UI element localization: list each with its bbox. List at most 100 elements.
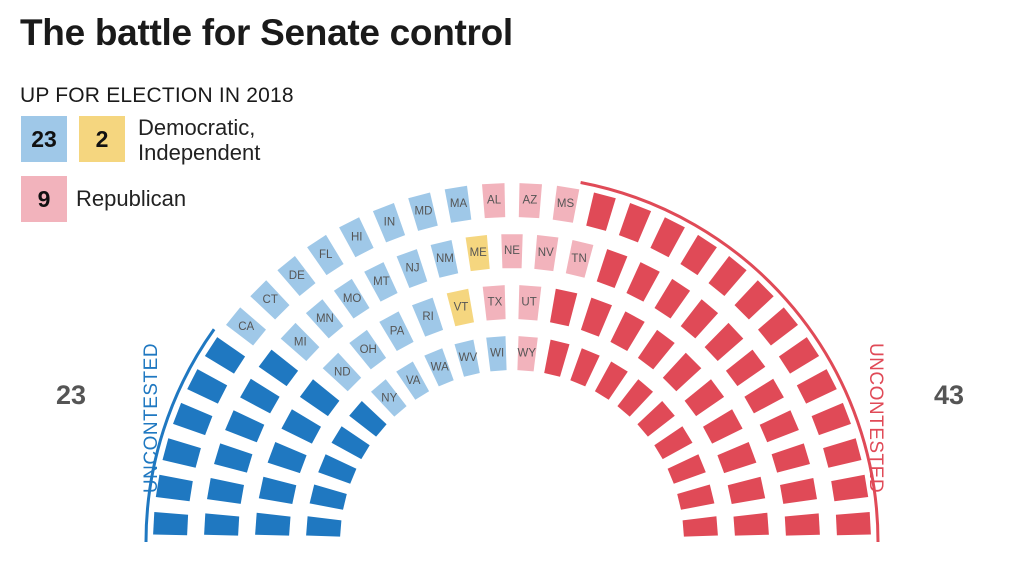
seat-oh-r3-7 xyxy=(349,329,387,370)
seat-hi-r1-11 xyxy=(339,217,374,258)
seat-uncontested-r2-24 xyxy=(759,410,799,443)
seat-uncontested-r2-22 xyxy=(725,349,766,387)
seat-uncontested-r3-20 xyxy=(717,442,757,474)
seat-uncontested-r1-22 xyxy=(708,256,747,296)
seat-label-wy: WY xyxy=(518,348,537,360)
seat-label-tx: TX xyxy=(488,297,503,309)
seat-uncontested-r4-3 xyxy=(318,454,357,484)
seat-de-r1-9 xyxy=(277,256,316,296)
legend-rep-count: 9 xyxy=(21,176,67,222)
seat-uncontested-r1-29 xyxy=(831,474,869,502)
seat-label-tn: TN xyxy=(571,253,586,265)
seat-uncontested-r1-5 xyxy=(187,369,228,404)
uncontested-dem-bracket xyxy=(144,328,216,543)
seat-wi-r4-10 xyxy=(486,336,507,372)
seats-layer: CA CT DE FL HI IN MD MA AL AZ MS MI MN MO MT NJ NM ME NE NV… xyxy=(153,183,871,537)
seat-uncontested-r4-1 xyxy=(306,516,342,537)
seat-uncontested-r4-2 xyxy=(309,484,347,510)
seat-label-az: AZ xyxy=(523,195,538,207)
seat-uncontested-r2-3 xyxy=(214,443,253,473)
seat-uncontested-r2-20 xyxy=(680,299,719,339)
seat-label-ma: MA xyxy=(450,198,468,210)
chart-title: The battle for Senate control xyxy=(20,12,513,53)
seat-mo-r2-9 xyxy=(333,278,370,319)
seat-uncontested-r4-17 xyxy=(654,426,693,460)
seat-label-ut: UT xyxy=(521,297,536,309)
seat-uncontested-r2-21 xyxy=(704,322,744,361)
seat-label-wv: WV xyxy=(459,352,478,364)
seat-nm-r2-12 xyxy=(430,240,459,278)
chart-subtitle: UP FOR ELECTION IN 2018 xyxy=(20,84,294,107)
seat-uncontested-r1-26 xyxy=(796,369,837,404)
seat-uncontested-r3-14 xyxy=(580,297,612,337)
seat-ny-r4-6 xyxy=(371,379,407,417)
seat-label-mt: MT xyxy=(373,276,390,288)
uncontested-rep-bracket xyxy=(580,181,880,543)
seat-uncontested-r1-28 xyxy=(823,438,862,468)
seat-label-ca: CA xyxy=(238,321,254,333)
seat-uncontested-r3-2 xyxy=(258,476,297,504)
seat-uncontested-r4-16 xyxy=(637,401,675,437)
seat-uncontested-r3-21 xyxy=(727,476,766,504)
seat-uncontested-r2-26 xyxy=(780,478,817,504)
seat-uncontested-r3-15 xyxy=(610,311,645,351)
seat-uncontested-r3-13 xyxy=(550,288,578,327)
seat-ne-r2-14 xyxy=(501,234,523,269)
legend-dem-count: 23 xyxy=(21,116,67,162)
seat-label-md: MD xyxy=(415,206,433,218)
seat-label-nj: NJ xyxy=(405,263,419,275)
seat-label-de: DE xyxy=(289,270,305,282)
seat-label-vt: VT xyxy=(454,302,469,314)
seat-nd-r3-6 xyxy=(322,352,362,392)
seat-uncontested-r1-21 xyxy=(680,234,717,276)
seat-label-ri: RI xyxy=(422,311,434,323)
seat-uncontested-r1-1 xyxy=(153,512,189,536)
seat-uncontested-r2-4 xyxy=(225,410,265,443)
seat-ri-r3-9 xyxy=(412,297,444,337)
seat-wa-r4-8 xyxy=(424,348,454,387)
legend-rep-label: Republican xyxy=(76,186,187,211)
seat-uncontested-r3-19 xyxy=(703,409,743,444)
seat-uncontested-r1-20 xyxy=(650,217,685,258)
seat-uncontested-r1-6 xyxy=(204,337,246,374)
seat-ca-r1-7 xyxy=(226,307,266,346)
seat-in-r1-12 xyxy=(372,203,406,243)
seat-label-hi: HI xyxy=(351,231,363,243)
seat-uncontested-r3-22 xyxy=(733,512,769,536)
seat-label-wi: WI xyxy=(490,348,504,360)
seat-uncontested-r3-17 xyxy=(662,352,702,392)
seat-label-in: IN xyxy=(384,217,396,229)
seat-label-me: ME xyxy=(470,247,488,259)
seat-label-mo: MO xyxy=(343,293,362,305)
seat-label-ms: MS xyxy=(557,198,575,210)
seat-uncontested-r3-1 xyxy=(255,512,291,536)
seat-uncontested-r4-15 xyxy=(617,379,653,417)
seat-label-nm: NM xyxy=(436,253,454,265)
seat-uncontested-r1-27 xyxy=(811,402,851,436)
legend-ind-count: 2 xyxy=(79,116,125,162)
seat-mn-r2-8 xyxy=(305,299,344,339)
seat-mt-r2-10 xyxy=(364,262,398,302)
seat-nv-r2-15 xyxy=(534,235,559,272)
seat-uncontested-r1-4 xyxy=(173,402,213,436)
seat-uncontested-r4-14 xyxy=(594,361,628,400)
seat-uncontested-r3-16 xyxy=(637,329,675,370)
seat-al-r1-15 xyxy=(482,183,506,219)
seat-uncontested-r4-13 xyxy=(570,348,600,387)
seat-label-ne: NE xyxy=(504,245,520,257)
seat-uncontested-r4-4 xyxy=(331,426,370,460)
seat-az-r1-16 xyxy=(518,183,542,219)
seat-pa-r3-8 xyxy=(379,311,414,351)
seat-nj-r2-11 xyxy=(396,249,428,288)
rep-total-label: 43 xyxy=(934,380,964,410)
seat-uncontested-r1-30 xyxy=(835,512,871,536)
seat-wy-r4-11 xyxy=(517,336,538,372)
seat-label-mn: MN xyxy=(316,313,334,325)
seat-label-wa: WA xyxy=(431,361,449,373)
seat-uncontested-r3-5 xyxy=(299,379,340,417)
seat-label-oh: OH xyxy=(360,344,377,356)
seat-uncontested-r3-18 xyxy=(684,379,725,417)
seat-vt-r3-10 xyxy=(446,288,474,327)
seat-uncontested-r2-6 xyxy=(258,349,299,387)
